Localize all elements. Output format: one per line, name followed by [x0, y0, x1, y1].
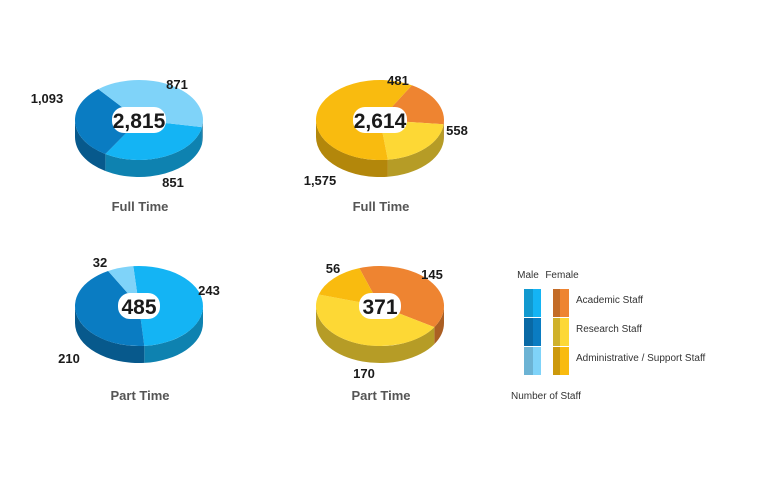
legend-swatch-female-research-staff	[553, 318, 569, 346]
pie-caption: Part Time	[351, 388, 410, 403]
pie-value-label-academic-staff: 145	[421, 267, 443, 282]
pie-charts: 871 851 1,093 2,815 Full Time 481 558 1,575 2,61…	[31, 73, 468, 403]
pie-caption: Full Time	[353, 199, 410, 214]
pie-side-academic-staff	[434, 306, 444, 345]
legend-item-admin-label: Administrative / Support Staff	[576, 353, 706, 364]
total-badge	[118, 293, 160, 319]
pie-value-label-academic-staff: 243	[198, 283, 220, 298]
legend-item-academic-label: Academic Staff	[576, 295, 643, 306]
legend-footer: Number of Staff	[511, 391, 581, 402]
pie-value-label-administrative-support-staff: 32	[93, 255, 107, 270]
pie-value-label-academic-staff: 871	[166, 77, 188, 92]
total-value: 485	[121, 296, 156, 319]
pie-side-research-staff	[75, 120, 106, 172]
pie-side-administrative-support-staff	[201, 120, 203, 145]
pie-value-label-research-staff: 170	[353, 366, 375, 381]
legend-male-header: Male	[517, 270, 539, 281]
pie-value-label-administrative-support-staff: 1,575	[304, 173, 337, 188]
pie-side-research-staff	[316, 306, 435, 363]
total-badge	[353, 107, 407, 133]
legend-item-research-label: Research Staff	[576, 324, 642, 335]
pie-slice-research-staff	[316, 294, 435, 346]
pie-female-part-time: 145 170 56 371 Part Time	[316, 261, 444, 403]
legend-swatch-male-research-staff	[524, 318, 541, 346]
pie-value-label-academic-staff: 481	[387, 73, 409, 88]
legend: Male Female Academic Staff Research Staf…	[511, 270, 706, 402]
pie-slice-academic-staff	[133, 266, 203, 346]
pie-side-research-staff	[75, 306, 145, 363]
pie-slice-administrative-support-staff	[98, 79, 204, 128]
total-value: 2,815	[113, 110, 166, 133]
pie-value-label-research-staff: 851	[162, 175, 184, 190]
pie-value-label-research-staff: 558	[446, 123, 468, 138]
legend-swatches	[524, 289, 569, 375]
pie-caption: Full Time	[112, 199, 169, 214]
pie-caption: Part Time	[110, 388, 169, 403]
pie-value-label-administrative-support-staff: 56	[326, 261, 340, 276]
pie-male-part-time: 243 210 32 485 Part Time	[58, 255, 220, 403]
pie-side-academic-staff	[105, 127, 202, 178]
pie-side-research-staff	[387, 124, 444, 177]
total-value: 371	[362, 296, 397, 319]
total-badge	[112, 107, 166, 133]
legend-swatch-female-administrative-support-staff	[553, 347, 569, 375]
legend-swatch-female-academic-staff	[553, 289, 569, 317]
total-badge	[359, 293, 401, 319]
pie-value-label-administrative-support-staff: 1,093	[31, 91, 64, 106]
pie-side-administrative-support-staff	[316, 120, 388, 178]
total-value: 2,614	[354, 110, 407, 133]
pie-side-academic-staff	[144, 306, 204, 363]
legend-swatch-male-administrative-support-staff	[524, 347, 541, 375]
pie-slice-research-staff	[74, 89, 139, 155]
legend-female-header: Female	[545, 270, 579, 281]
pie-value-label-research-staff: 210	[58, 351, 80, 366]
legend-swatch-male-academic-staff	[524, 289, 541, 317]
pie-female-full-time: 481 558 1,575 2,614 Full Time	[304, 73, 468, 214]
pie-slice-academic-staff	[359, 266, 444, 328]
pie-slice-research-staff	[74, 270, 145, 346]
pie-male-full-time: 871 851 1,093 2,815 Full Time	[31, 77, 204, 214]
